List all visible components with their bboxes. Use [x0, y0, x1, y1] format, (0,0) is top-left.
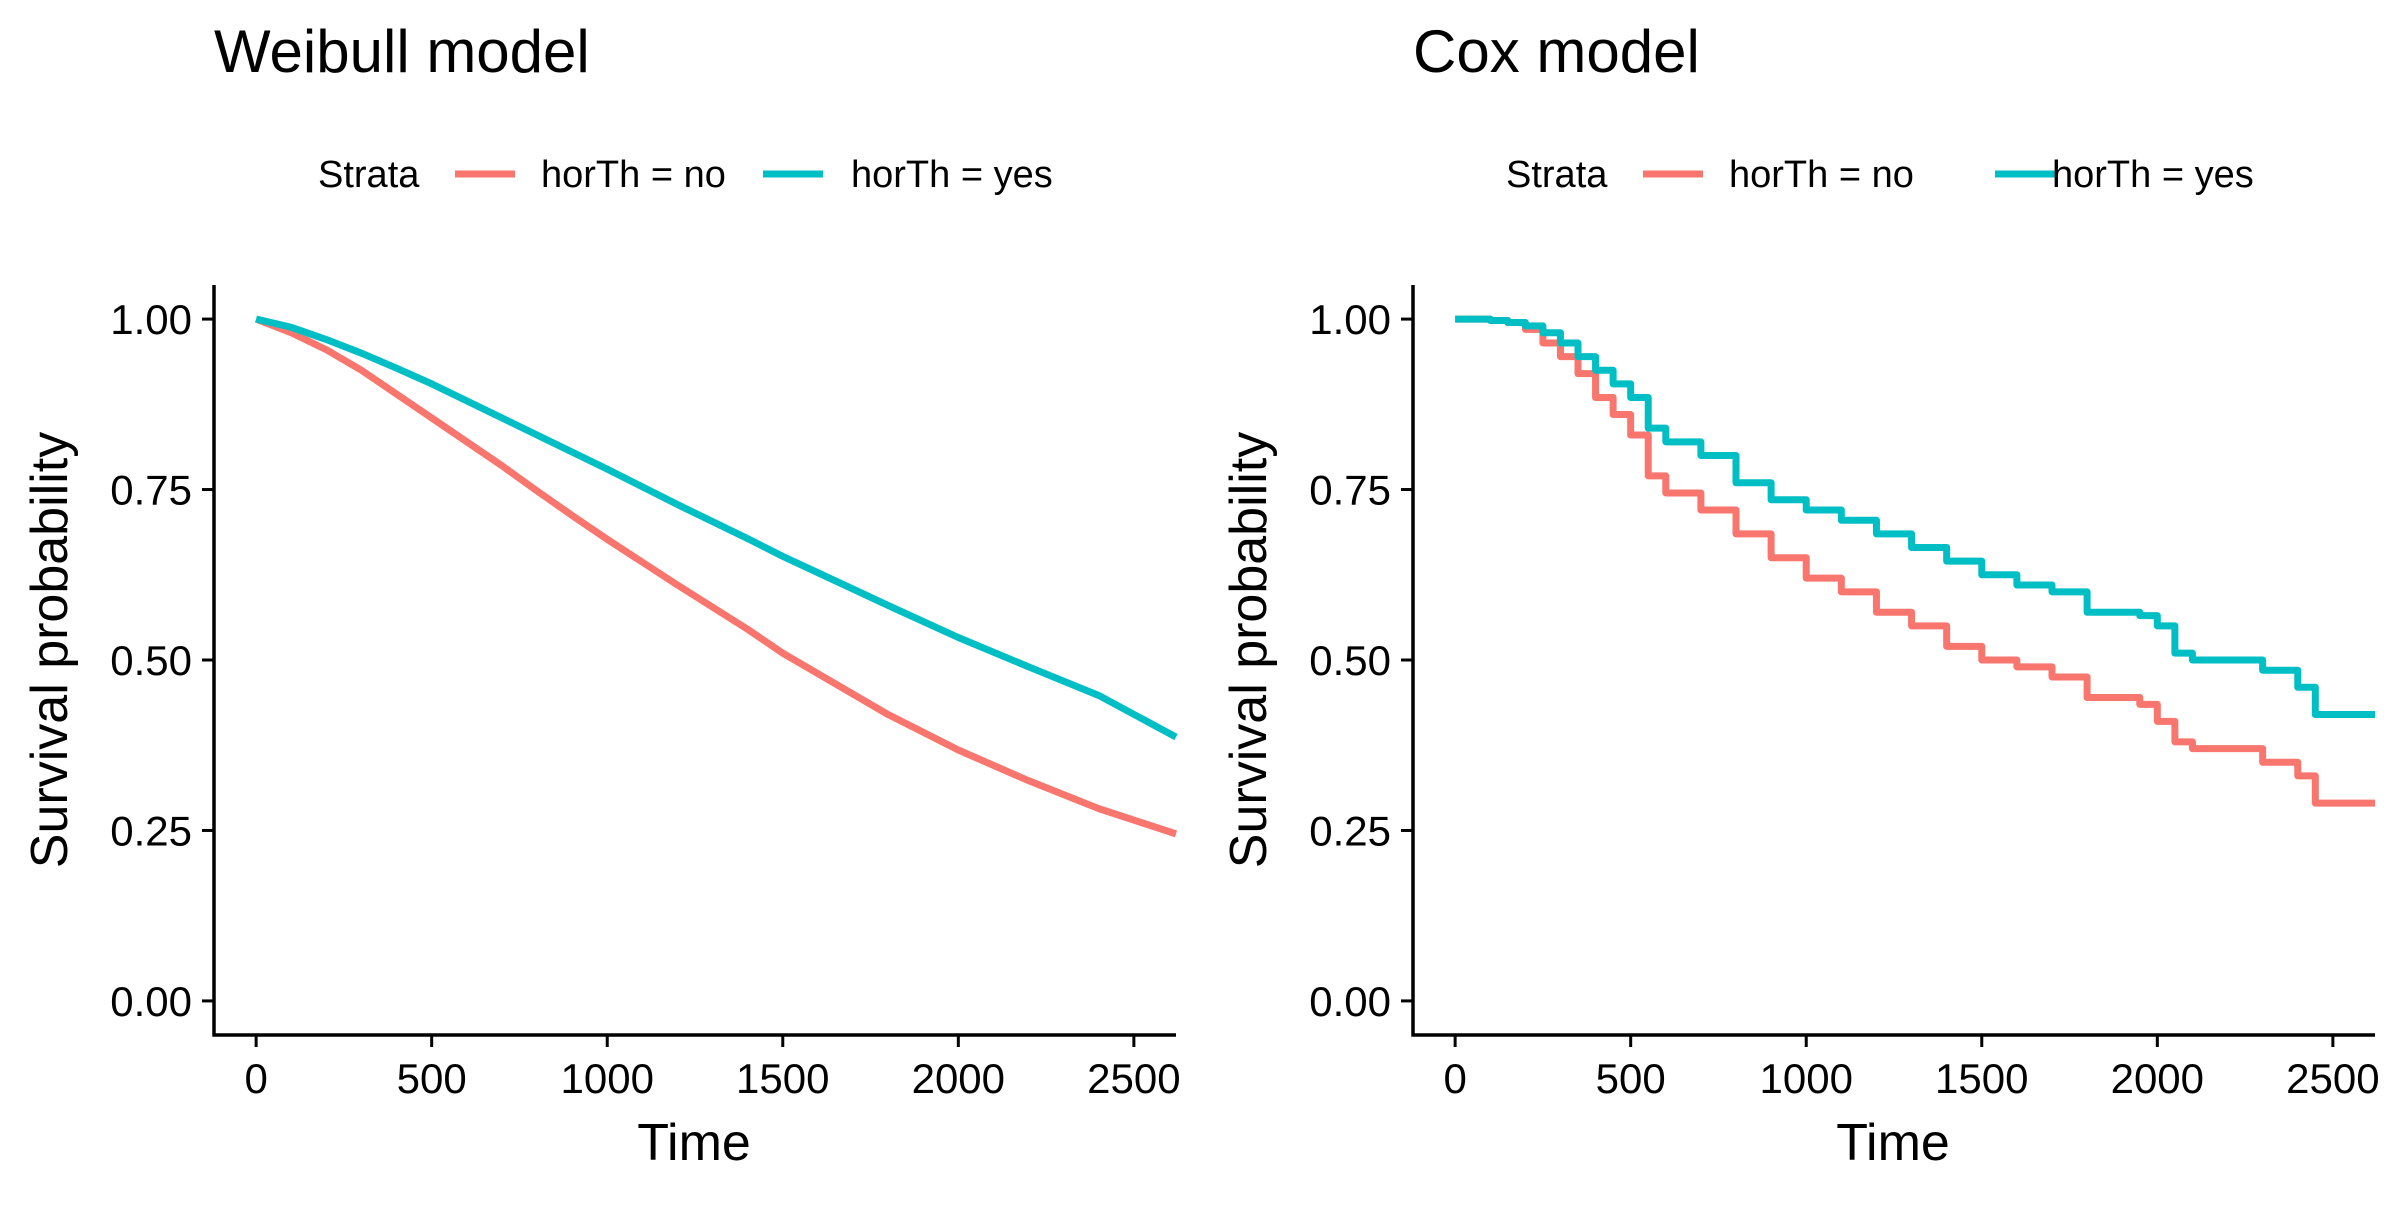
cox-y-tick-label: 1.00 [1309, 296, 1391, 343]
weibull-y-tick-label: 0.50 [110, 637, 192, 684]
weibull-x-tick-label: 0 [244, 1055, 267, 1102]
weibull-legend-label-no: horTh = no [541, 154, 726, 196]
weibull-legend: Strata horTh = no horTh = yes [318, 154, 1053, 196]
cox-y-tick-label: 0.25 [1309, 807, 1391, 854]
weibull-legend-title: Strata [318, 154, 420, 196]
cox-x-tick-label: 500 [1596, 1055, 1666, 1102]
cox-x-tick-label: 2000 [2111, 1055, 2204, 1102]
cox-panel: Cox model Strata horTh = no horTh = yes … [1220, 18, 2380, 1172]
cox-y-tick-label: 0.00 [1309, 978, 1391, 1025]
cox-x-tick-label: 1500 [1935, 1055, 2028, 1102]
cox-series-group [1455, 315, 2375, 807]
weibull-x-tick-label: 2000 [912, 1055, 1005, 1102]
weibull-series-horth-yes-line [255, 315, 1178, 741]
cox-legend-title: Strata [1506, 154, 1608, 196]
cox-series-horth-no-line [1455, 315, 2375, 807]
cox-title: Cox model [1413, 18, 1700, 85]
weibull-title: Weibull model [214, 18, 590, 85]
weibull-x-tick-label: 1000 [561, 1055, 654, 1102]
cox-axes: 0.00 0.25 0.50 0.75 1.00 0 500 1000 1500 2000 2500 [1309, 285, 2380, 1102]
weibull-axes: 0.00 0.25 0.50 0.75 1.00 0 500 1000 1500 2000 2500 [110, 285, 1181, 1102]
weibull-legend-label-yes: horTh = yes [851, 154, 1053, 196]
cox-y-tick-label: 0.50 [1309, 637, 1391, 684]
cox-x-axis-title: Time [1836, 1114, 1950, 1172]
cox-legend-label-no: horTh = no [1729, 154, 1914, 196]
cox-series-horth-yes-line [1455, 315, 2375, 719]
cox-x-tick-label: 1000 [1760, 1055, 1853, 1102]
weibull-y-tick-label: 0.25 [110, 807, 192, 854]
cox-legend: Strata horTh = no horTh = yes [1506, 154, 2254, 196]
weibull-panel: Weibull model Strata horTh = no horTh = … [21, 18, 1181, 1172]
weibull-series-horth-no-line [254, 315, 1178, 838]
weibull-x-axis-title: Time [637, 1114, 751, 1172]
weibull-x-tick-label: 2500 [1087, 1055, 1180, 1102]
weibull-y-axis-title: Survival probability [21, 432, 79, 868]
cox-x-tick-label: 0 [1443, 1055, 1466, 1102]
weibull-y-tick-label: 0.00 [110, 978, 192, 1025]
weibull-x-tick-label: 1500 [736, 1055, 829, 1102]
cox-legend-label-yes: horTh = yes [2052, 154, 2254, 196]
weibull-series-group [254, 315, 1178, 838]
weibull-y-tick-label: 0.75 [110, 467, 192, 514]
cox-x-tick-label: 2500 [2286, 1055, 2379, 1102]
weibull-x-tick-label: 500 [397, 1055, 467, 1102]
cox-y-tick-label: 0.75 [1309, 467, 1391, 514]
weibull-y-tick-label: 1.00 [110, 296, 192, 343]
cox-y-axis-title: Survival probability [1220, 432, 1278, 868]
